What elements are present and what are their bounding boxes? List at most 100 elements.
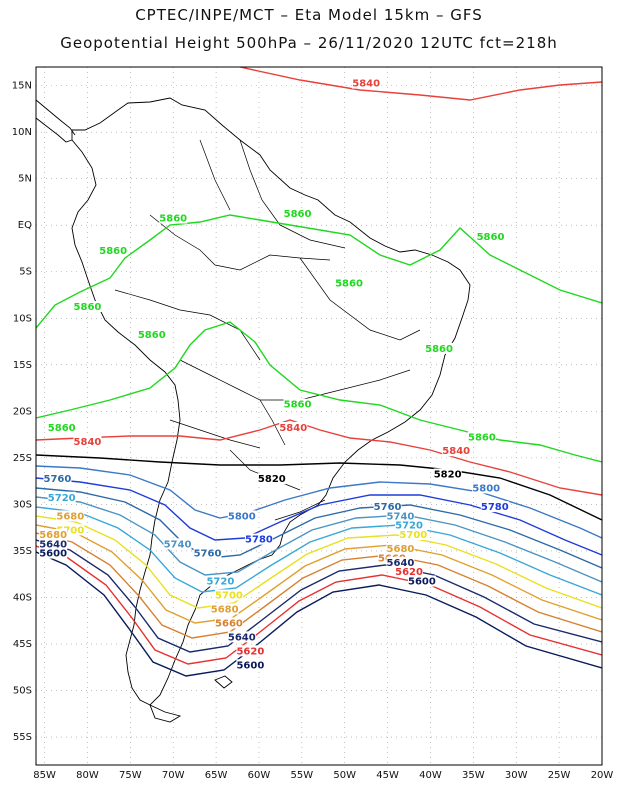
geopotential-contours (36, 67, 602, 677)
contour-label: 5720 (206, 577, 234, 588)
contour-label-background (210, 603, 239, 615)
south-america-coastline (71, 97, 471, 706)
contour-label-background (227, 631, 256, 643)
contour-label-background (73, 300, 102, 312)
contour-label: 5760 (194, 549, 222, 560)
contour-line-5860 (36, 321, 602, 463)
contour-label-background (236, 645, 265, 657)
contour-label: 5760 (44, 474, 72, 485)
contour-label-background (395, 519, 424, 531)
contour-label: 5700 (56, 525, 84, 536)
axis-tick-labels: 85W 80W 75W 70W 65W 60W 55W 50W 45W 40W 35W 30W 25W 2… (12, 81, 614, 781)
longitude-tick-label: 55W (291, 770, 314, 781)
contour-label: 5860 (284, 400, 312, 411)
contour-label: 5700 (399, 530, 427, 541)
contour-label: 5860 (284, 209, 312, 220)
longitude-tick-label: 75W (119, 770, 142, 781)
contour-label-background (386, 542, 415, 554)
map-gridlines (36, 67, 603, 765)
contour-label: 5600 (408, 577, 436, 588)
contour-label: 5660 (215, 618, 243, 629)
contour-label: 5600 (236, 660, 264, 671)
contour-label-background (373, 501, 402, 513)
contour-label-background (193, 547, 222, 559)
contour-label: 5640 (39, 539, 67, 550)
contour-label: 5640 (228, 632, 256, 643)
latitude-tick-label: 20S (13, 406, 32, 417)
contour-label: 5680 (387, 544, 415, 555)
longitude-tick-label: 45W (376, 770, 399, 781)
latitude-tick-label: 50S (13, 686, 32, 697)
latitude-tick-label: 10N (12, 127, 32, 138)
contour-label: 5640 (387, 558, 415, 569)
contour-label: 5600 (39, 549, 67, 560)
contour-label: 5860 (477, 232, 505, 243)
contour-label-background (407, 575, 436, 587)
map-title-line1: CPTEC/INPE/MCT – Eta Model 15km – GFS (135, 6, 483, 24)
longitude-tick-label: 30W (505, 770, 528, 781)
contour-label: 5700 (215, 590, 243, 601)
contour-label: 5760 (374, 502, 402, 513)
map-title-line2: Geopotential Height 500hPa – 26/11/2020 … (60, 34, 558, 52)
contour-label-background (39, 547, 68, 559)
longitude-tick-label: 25W (548, 770, 571, 781)
contour-label-background (352, 77, 381, 89)
falkland-islands (214, 675, 233, 689)
contour-label-background (425, 342, 454, 354)
contour-line-5760 (36, 487, 602, 569)
latitude-tick-label: 35S (13, 546, 32, 557)
contour-line-5680 (36, 524, 602, 624)
contour-label: 5860 (48, 423, 76, 434)
latitude-tick-label: EQ (18, 220, 32, 231)
contour-label: 5840 (352, 79, 380, 90)
contour-label-background (214, 589, 243, 601)
contour-label: 5860 (138, 330, 166, 341)
contour-label: 5860 (335, 279, 363, 290)
contour-label-background (244, 533, 273, 545)
contour-label-background (99, 245, 128, 257)
contour-label-background (137, 328, 166, 340)
latitude-tick-label: 15S (13, 360, 32, 371)
contour-label-background (257, 473, 286, 485)
contour-label-background (283, 398, 312, 410)
contour-label-background (386, 556, 415, 568)
latitude-tick-label: 30S (13, 499, 32, 510)
contour-line-5660 (36, 532, 602, 639)
contour-label-background (279, 421, 308, 433)
contour-label-background (227, 510, 256, 522)
contour-line-5840 (36, 419, 602, 496)
contour-line-5840 (239, 67, 602, 101)
contour-label-background (395, 566, 424, 578)
contour-line-5600 (36, 551, 602, 677)
contour-label: 5860 (468, 432, 496, 443)
contour-label: 5860 (159, 214, 187, 225)
latitude-tick-label: 40S (13, 592, 32, 603)
tierra-del-fuego (149, 704, 182, 723)
contour-label: 5840 (442, 446, 470, 457)
latitude-tick-label: 5N (18, 174, 32, 185)
latitude-tick-label: 15N (12, 81, 32, 92)
contour-label-background (476, 231, 505, 243)
latitude-tick-label: 25S (13, 453, 32, 464)
contour-label-background (56, 524, 85, 536)
contour-label: 5780 (245, 535, 273, 546)
contour-label-background (73, 435, 102, 447)
contour-label: 5840 (279, 423, 307, 434)
contour-label: 5720 (395, 521, 423, 532)
contour-label-background (43, 473, 72, 485)
contour-label-background (467, 431, 496, 443)
latitude-tick-label: 5S (19, 267, 32, 278)
longitude-tick-label: 35W (462, 770, 485, 781)
contour-label: 5620 (395, 567, 423, 578)
contour-label: 5800 (228, 511, 256, 522)
contour-label: 5840 (74, 437, 102, 448)
contour-label-background (480, 501, 509, 513)
contour-line-5700 (36, 515, 602, 609)
contour-label-background (472, 482, 501, 494)
contour-label-background (159, 212, 188, 224)
contour-line-5620 (36, 545, 602, 665)
map-frame (35, 66, 603, 766)
contour-line-5780 (36, 477, 602, 556)
longitude-tick-label: 70W (162, 770, 185, 781)
longitude-tick-label: 40W (419, 770, 442, 781)
